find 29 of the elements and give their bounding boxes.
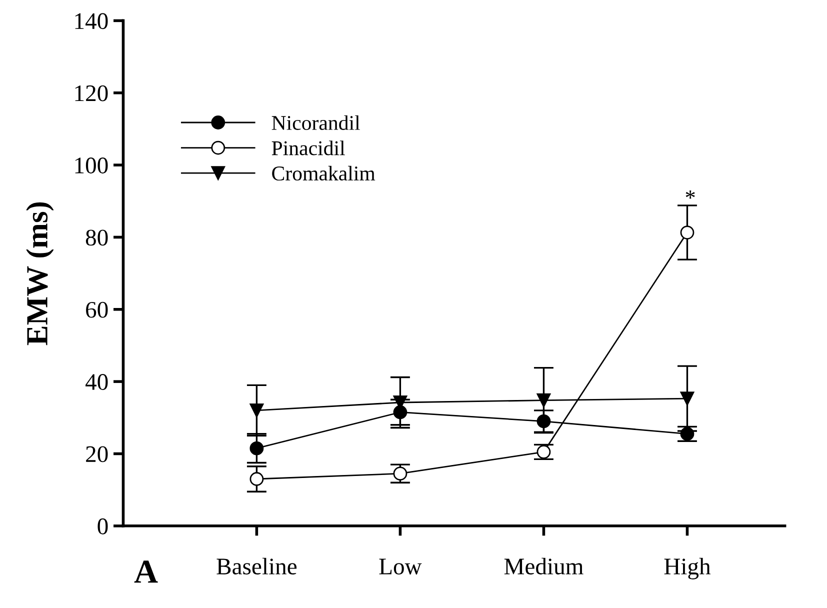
x-tick-label: Low <box>379 558 422 574</box>
x-tick-label: High <box>664 558 711 580</box>
point <box>536 414 551 428</box>
legend-label: Cromakalim <box>272 166 376 181</box>
point <box>536 444 551 459</box>
point <box>393 405 408 420</box>
y-axis-title: EMW (ms) <box>26 202 54 346</box>
point <box>680 392 694 406</box>
point <box>536 393 551 408</box>
point <box>250 403 264 418</box>
y-tick-label: 120 <box>75 85 108 102</box>
legend-label: Nicorandil <box>272 115 360 130</box>
x-tick-label: Baseline <box>216 558 297 574</box>
annotation: * <box>686 190 695 199</box>
y-tick-label: 20 <box>86 446 108 462</box>
point <box>680 426 694 441</box>
y-tick-label: 40 <box>85 374 108 390</box>
y-tick-label: 60 <box>86 302 108 318</box>
y-tick-label: 0 <box>98 518 108 534</box>
y-tick-label: 80 <box>86 230 108 246</box>
x-tick-label: Medium <box>504 558 584 574</box>
point <box>393 466 408 481</box>
point <box>680 226 694 240</box>
legend-label: Pinacidil <box>272 140 345 156</box>
point <box>250 441 264 456</box>
y-tick-label: 140 <box>75 13 108 30</box>
point <box>250 472 264 486</box>
text: A <box>134 560 158 583</box>
y-tick-label: 100 <box>75 158 108 174</box>
